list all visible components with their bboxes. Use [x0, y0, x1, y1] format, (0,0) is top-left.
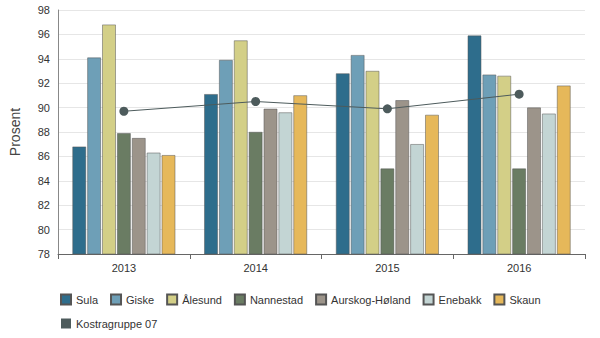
svg-text:86: 86	[38, 150, 50, 162]
svg-text:Sula: Sula	[76, 294, 99, 306]
svg-text:Giske: Giske	[126, 294, 154, 306]
svg-text:80: 80	[38, 224, 50, 236]
svg-text:98: 98	[38, 4, 50, 16]
svg-text:2015: 2015	[375, 262, 399, 274]
svg-text:Enebakk: Enebakk	[439, 294, 482, 306]
svg-text:Ålesund: Ålesund	[182, 294, 222, 306]
svg-text:Nannestad: Nannestad	[250, 294, 303, 306]
svg-text:90: 90	[38, 102, 50, 114]
svg-text:92: 92	[38, 77, 50, 89]
svg-text:Skaun: Skaun	[509, 294, 540, 306]
svg-text:94: 94	[38, 53, 50, 65]
svg-text:2016: 2016	[507, 262, 531, 274]
svg-text:2013: 2013	[112, 262, 136, 274]
svg-text:88: 88	[38, 126, 50, 138]
svg-text:Kostragruppe 07: Kostragruppe 07	[76, 318, 157, 330]
svg-text:2014: 2014	[243, 262, 267, 274]
svg-text:96: 96	[38, 28, 50, 40]
svg-text:Aurskog-Høland: Aurskog-Høland	[331, 294, 410, 306]
svg-text:84: 84	[38, 175, 50, 187]
svg-text:78: 78	[38, 248, 50, 260]
svg-text:82: 82	[38, 199, 50, 211]
svg-text:Prosent: Prosent	[7, 108, 23, 156]
